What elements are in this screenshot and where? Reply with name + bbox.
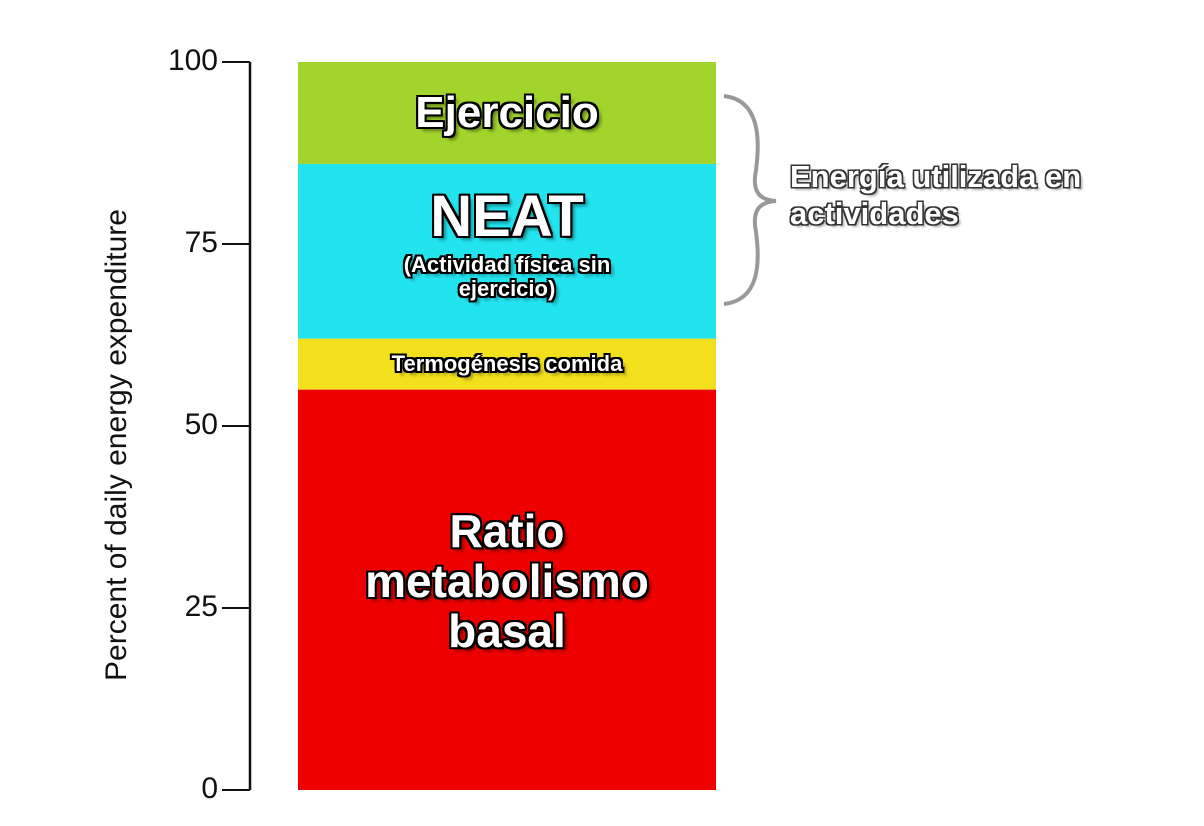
bar-segment (298, 389, 716, 790)
segment-label: NEAT (430, 183, 584, 249)
y-tick-label: 100 (168, 44, 218, 77)
y-tick-label: 25 (185, 590, 218, 623)
segment-label: Ejercicio (415, 87, 599, 137)
y-axis-label: Percent of daily energy expenditure (100, 209, 133, 681)
brace (723, 94, 777, 306)
bar-segment (298, 62, 716, 164)
segment-label: Termogénesis comida (391, 351, 623, 377)
y-tick-label: 50 (185, 408, 218, 441)
segment-note: (Actividad física sin ejercicio) (403, 251, 611, 301)
bar-segment (298, 163, 716, 339)
segment-label: Ratio metabolismo basal (365, 505, 649, 657)
bar-segment (298, 338, 716, 390)
y-tick-label: 75 (185, 226, 218, 259)
annotation: Energía utilizada en actividades (790, 159, 1082, 232)
y-tick-label: 0 (201, 772, 218, 805)
